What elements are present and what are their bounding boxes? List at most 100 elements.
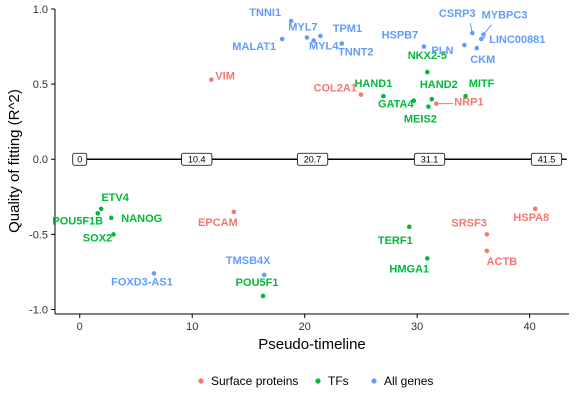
point-terf1	[406, 224, 412, 230]
point-ckm	[474, 45, 480, 51]
point-label-mitf: MITF	[469, 78, 495, 90]
y-tick-label: -0.5	[29, 229, 48, 241]
point-label-linc00881: LINC00881	[489, 34, 545, 46]
timeline-marker-label: 41.5	[538, 154, 556, 164]
y-axis-title: Quality of fitting (R^2)	[6, 89, 23, 233]
x-axis-title: Pseudo-timeline	[258, 336, 366, 353]
point-label-srsf3: SRSF3	[451, 217, 486, 229]
legend-label-surface: Surface proteins	[211, 374, 298, 388]
x-tick-label: 0	[77, 321, 83, 333]
x-tick-label: 10	[186, 321, 198, 333]
point-mybpc3	[481, 32, 486, 37]
point-nrp1	[433, 101, 439, 106]
point-sox2	[111, 232, 116, 237]
point-labels: VIM COL2A1 NRP1 EPCAM SRSF3 HSPA8 ACTB NKX2-5 HA…	[52, 7, 549, 289]
point-label-nanog: NANOG	[121, 213, 162, 225]
point-etv4	[98, 206, 104, 212]
point-pln	[462, 42, 467, 48]
point-label-nkx2-5: NKX2-5	[408, 50, 447, 62]
point-col2a1	[358, 92, 364, 97]
point-label-terf1: TERF1	[378, 235, 413, 247]
y-tick-label: -1.0	[29, 304, 48, 316]
point-label-hand2: HAND2	[420, 79, 458, 91]
point-pou5f1b	[95, 211, 101, 216]
point-label-tpm1: TPM1	[333, 23, 362, 35]
y-tick-label: 0.5	[33, 79, 48, 91]
timeline-marker-box	[181, 152, 213, 166]
point-meis2	[426, 104, 431, 109]
legend-swatch-allgenes	[371, 378, 377, 384]
point-actb	[484, 248, 490, 254]
point-label-hspb7: HSPB7	[382, 30, 419, 42]
point-foxd3-as1	[151, 271, 157, 276]
x-tick-label: 40	[524, 321, 536, 333]
legend-swatch-tfs	[315, 378, 321, 384]
point-label-ckm: CKM	[470, 54, 495, 66]
point-label-sox2: SOX2	[83, 232, 112, 244]
x-tick-label: 30	[411, 321, 423, 333]
legend-label-allgenes: All genes	[384, 374, 433, 388]
point-label-csrp3: CSRP3	[439, 8, 476, 20]
point-label-hand1: HAND1	[354, 78, 392, 90]
legend-label-tfs: TFs	[328, 374, 349, 388]
point-label-nrp1: NRP1	[454, 97, 483, 109]
point-hand2	[429, 96, 435, 102]
point-label-actb: ACTB	[487, 256, 518, 268]
point-label-tmsb4x: TMSB4X	[226, 255, 271, 267]
point-tpm1	[318, 33, 323, 39]
point-label-tnni1: TNNI1	[249, 7, 281, 19]
point-label-tnnt2: TNNT2	[338, 47, 373, 59]
point-label-col2a1: COL2A1	[314, 83, 357, 95]
point-label-mybpc3: MYBPC3	[482, 10, 528, 22]
point-label-pou5f1: POU5F1	[236, 277, 279, 289]
point-label-hmga1: HMGA1	[389, 263, 429, 275]
timeline-marker-label: 10.4	[188, 154, 206, 164]
axis-ticks: 0 10 20 30 40 1.0 0.5 0.0 -0.5 -1.0	[29, 4, 536, 333]
point-label-pln: PLN	[431, 45, 453, 57]
point-tnnt2	[339, 41, 345, 46]
point-label-pou5f1b: POU5F1B	[52, 215, 103, 227]
point-hmga1	[424, 256, 430, 261]
y-tick-label: 1.0	[33, 4, 48, 16]
timeline-marker-box	[530, 152, 563, 166]
point-malat1	[279, 36, 285, 42]
timeline-marker-label: 31.1	[421, 154, 439, 164]
timeline-marker-box	[413, 152, 446, 166]
point-nanog	[108, 215, 114, 221]
point-hand1	[381, 93, 386, 99]
point-label-epcam: EPCAM	[198, 217, 238, 229]
point-myl7	[304, 35, 310, 40]
point-label-malat1: MALAT1	[232, 41, 276, 53]
y-tick-label: 0.0	[33, 154, 48, 166]
point-nkx2-5	[424, 69, 430, 75]
zero-line-group: 0 10.4 20.7 31.1 41.5	[72, 152, 567, 166]
point-label-myl7: MYL7	[288, 22, 317, 34]
point-label-etv4: ETV4	[101, 192, 129, 204]
point-epcam	[231, 209, 237, 215]
timeline-marker-label: 0	[77, 154, 82, 164]
point-tnni1	[288, 18, 294, 24]
point-label-hspa8: HSPA8	[513, 212, 549, 224]
point-gata4	[411, 98, 417, 103]
point-srsf3	[484, 232, 490, 237]
point-csrp3	[469, 30, 475, 36]
x-tick-label: 20	[299, 321, 311, 333]
point-pou5f1	[260, 293, 266, 299]
point-vim	[209, 77, 214, 82]
timeline-marker-label: 20.7	[304, 154, 322, 164]
timeline-marker-box	[296, 152, 329, 166]
point-mitf	[463, 93, 468, 99]
point-label-gata4: GATA4	[378, 99, 415, 111]
point-label-meis2: MEIS2	[404, 114, 437, 126]
point-myl4	[311, 38, 316, 43]
legend: Surface proteins TFs All genes	[198, 374, 433, 388]
point-hspa8	[532, 206, 538, 212]
timeline-marker-box	[72, 152, 88, 166]
point-label-myl4: MYL4	[309, 41, 339, 53]
point-hspb7	[421, 44, 427, 49]
legend-swatch-surface	[198, 378, 204, 384]
data-points	[95, 18, 538, 299]
point-tmsb4x	[261, 272, 267, 278]
point-label-vim: VIM	[215, 71, 235, 83]
